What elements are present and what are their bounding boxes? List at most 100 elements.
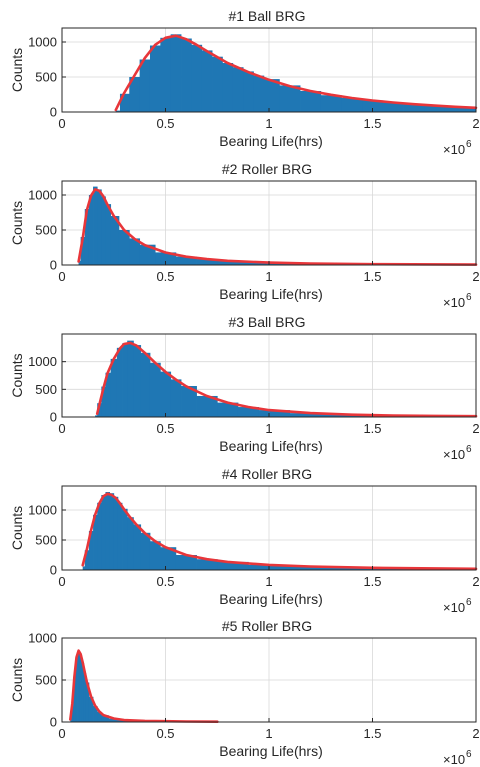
histogram-bar	[181, 386, 197, 417]
chart-panel-4: 0 0.5 1 1.5 2 0 500 1000 #4 Roller BRG Bearing Li…	[9, 466, 480, 615]
histogram-bar	[222, 63, 234, 112]
histogram-bar	[201, 50, 213, 112]
fit-curve	[114, 34, 478, 112]
histogram-bar	[101, 715, 109, 722]
chart-title: #4 Roller BRG	[222, 466, 312, 482]
x-tick-label: 0.5	[156, 726, 174, 741]
histogram-bar	[424, 105, 446, 112]
histogram-bar	[115, 110, 121, 112]
histogram-bar	[196, 259, 218, 265]
y-tick-label: 500	[35, 382, 57, 397]
histogram-bar	[243, 71, 254, 112]
x-tick-label: 0	[58, 726, 65, 741]
chart-panel-5: 0 0.5 1 1.5 2 0 500 1000 #5 Roller BRG Bearing Li…	[9, 618, 480, 767]
x-exponent-power: 6	[466, 444, 472, 455]
histogram-bar	[341, 98, 363, 112]
x-tick-label: 1.5	[363, 726, 381, 741]
fit-curve	[95, 341, 478, 418]
histogram-bar	[133, 345, 142, 417]
x-exponent-multiplier: ×10	[443, 295, 465, 310]
histogram-bar	[84, 209, 90, 265]
x-tick-label: 0	[58, 574, 65, 589]
histogram-bar	[71, 705, 74, 722]
histogram-bar	[320, 95, 342, 112]
x-tick-label: 0.5	[156, 269, 174, 284]
histogram-bar	[122, 343, 128, 417]
histogram-bar	[84, 550, 90, 570]
y-axis-label: Counts	[9, 506, 25, 550]
x-tick-label: 1.5	[363, 574, 381, 589]
histogram-bar	[127, 517, 134, 570]
histogram-bar	[140, 532, 151, 570]
histogram-bar	[118, 230, 130, 265]
histogram-bar	[232, 67, 244, 112]
histogram-bar	[88, 195, 94, 265]
histogram-bar	[191, 44, 203, 112]
histogram-bar	[444, 106, 467, 112]
histogram-bar	[155, 252, 177, 265]
histogram-bar	[109, 493, 115, 570]
histogram-bar	[237, 407, 260, 417]
histogram-bar	[181, 38, 192, 112]
y-axis-label: Counts	[9, 658, 25, 702]
x-exponent-power: 6	[466, 597, 472, 608]
histogram-bar	[105, 372, 112, 417]
histogram-bar	[80, 237, 86, 265]
histogram-bar	[93, 514, 98, 570]
chart-title: #3 Ball BRG	[228, 314, 305, 330]
x-exponent-multiplier: ×10	[443, 447, 465, 462]
fit-curve	[69, 649, 219, 724]
histogram-bar	[101, 196, 106, 265]
histogram-bar	[88, 696, 94, 722]
y-tick-label: 0	[50, 258, 57, 273]
histogram-bar	[160, 547, 177, 570]
histogram-bar	[133, 524, 142, 570]
histogram-bar	[175, 555, 197, 570]
x-tick-label: 1	[265, 574, 272, 589]
chart-title: #1 Ball BRG	[228, 8, 305, 24]
histogram-bar	[149, 362, 161, 417]
histogram-bar	[217, 561, 249, 570]
histogram-bar	[160, 37, 172, 112]
x-exponent-power: 6	[466, 749, 472, 760]
fit-curve	[81, 492, 478, 571]
x-tick-label: 2	[472, 421, 479, 436]
histogram-bar	[93, 186, 98, 265]
fit-curve	[77, 188, 478, 266]
histogram-bar	[362, 100, 384, 112]
y-tick-label: 0	[50, 563, 57, 578]
histogram-bar	[196, 395, 218, 417]
y-axis-label: Counts	[9, 353, 25, 397]
x-tick-label: 1	[265, 726, 272, 741]
histogram-bar	[97, 189, 102, 265]
x-tick-label: 1.5	[363, 269, 381, 284]
histogram-bar	[97, 711, 102, 722]
histogram-bar	[117, 502, 123, 570]
x-axis-label: Bearing Life(hrs)	[219, 286, 323, 302]
histogram-bar	[139, 244, 156, 265]
y-tick-label: 1000	[28, 503, 57, 518]
x-axis-label: Bearing Life(hrs)	[219, 591, 323, 607]
histogram-bar	[95, 415, 98, 417]
x-tick-label: 0	[58, 421, 65, 436]
x-tick-label: 2	[472, 269, 479, 284]
histogram-bar	[97, 502, 102, 570]
histogram-bar	[105, 204, 112, 265]
histogram-bar	[263, 79, 280, 112]
y-tick-label: 1000	[28, 631, 57, 646]
x-tick-label: 1	[265, 421, 272, 436]
x-axis-label: Bearing Life(hrs)	[219, 133, 323, 149]
x-exponent-multiplier: ×10	[443, 752, 465, 767]
histogram-bar	[149, 45, 161, 112]
histogram-bar	[196, 559, 218, 570]
y-tick-label: 1000	[28, 354, 57, 369]
x-tick-label: 0.5	[156, 574, 174, 589]
histogram-bar	[127, 340, 134, 417]
histogram-bar	[139, 59, 151, 112]
histogram-bar	[110, 216, 120, 265]
y-axis-label: Counts	[9, 48, 25, 92]
x-tick-label: 1.5	[363, 116, 381, 131]
y-axis-label: Counts	[9, 201, 25, 245]
histogram-bar	[279, 85, 301, 112]
